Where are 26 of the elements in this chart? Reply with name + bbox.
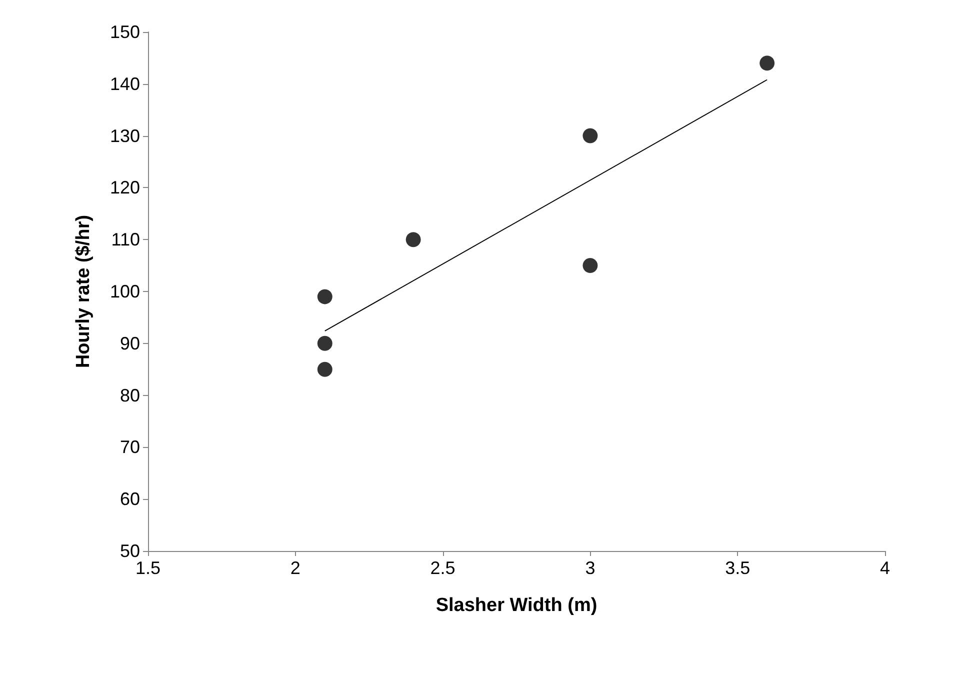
x-tick-label: 1.5: [135, 558, 161, 578]
x-tick-label: 2: [290, 558, 300, 578]
y-tick-label: 120: [110, 178, 140, 198]
point: [317, 362, 332, 377]
y-tick-label: 100: [110, 282, 140, 302]
y-tick-label: 70: [120, 437, 140, 458]
point: [582, 128, 598, 144]
y-tick-label: 60: [120, 489, 140, 510]
y-tick-label: 140: [110, 74, 140, 94]
y-tick-label: 150: [110, 22, 140, 42]
y-tick-label: 80: [120, 385, 140, 406]
x-tick-label: 3.5: [725, 558, 750, 578]
y-tick-label: 110: [111, 230, 140, 250]
point: [582, 258, 598, 274]
point: [760, 56, 775, 71]
y-axis-title: Hourly rate ($/hr): [73, 214, 94, 368]
point: [317, 289, 332, 304]
x-axis-title: Slasher Width (m): [436, 595, 598, 616]
point: [317, 336, 332, 351]
x-tick-label: 3: [585, 558, 596, 578]
y-tick-label: 130: [110, 126, 140, 146]
y-tick-label: 50: [120, 541, 140, 561]
x-tick-label: 4: [880, 558, 890, 578]
y-tick-label: 90: [120, 333, 140, 354]
point: [406, 232, 421, 248]
x-tick-label: 2.5: [430, 558, 456, 578]
